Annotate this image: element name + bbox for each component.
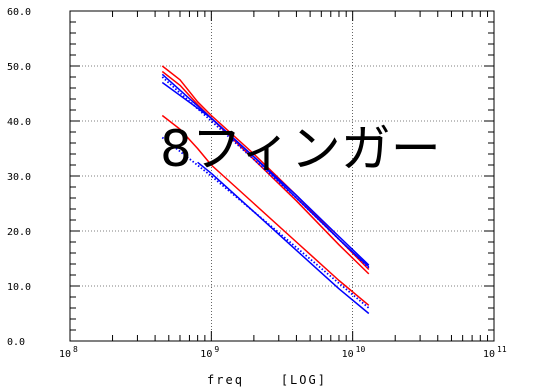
series-line-5 xyxy=(161,81,370,268)
y-tick-label: 20.0 xyxy=(7,227,31,238)
series-line-6 xyxy=(161,114,370,306)
series-line-8 xyxy=(197,161,370,315)
y-tick-label: 0.0 xyxy=(7,337,25,348)
y-tick-label: 30.0 xyxy=(7,172,31,183)
x-tick-label: 10 xyxy=(200,349,212,360)
x-tick-exponent: 8 xyxy=(73,345,78,354)
series-line-3 xyxy=(161,73,370,266)
series-line-2 xyxy=(161,70,370,275)
series-layer xyxy=(161,65,370,315)
x-tick-label: 10 xyxy=(342,349,354,360)
chart-annotation: 8フィンガー xyxy=(160,120,441,178)
x-tick-exponent: 10 xyxy=(356,345,366,354)
x-tick-exponent: 11 xyxy=(497,345,507,354)
tick-layer: 0.010.020.030.040.050.060.010 8 10 9 10 10 10 1… xyxy=(7,7,507,360)
x-tick-exponent: 9 xyxy=(214,345,219,354)
x-tick-label: 10 xyxy=(59,349,71,360)
x-tick-label: 10 xyxy=(483,349,495,360)
y-tick-label: 10.0 xyxy=(7,282,31,293)
series-line-7 xyxy=(161,136,370,309)
y-tick-label: 60.0 xyxy=(7,7,31,18)
y-tick-label: 40.0 xyxy=(7,117,31,128)
series-line-4 xyxy=(161,76,370,269)
grid-layer xyxy=(70,11,494,341)
y-tick-label: 50.0 xyxy=(7,62,31,73)
x-axis-label: freq [LOG] xyxy=(207,373,327,387)
